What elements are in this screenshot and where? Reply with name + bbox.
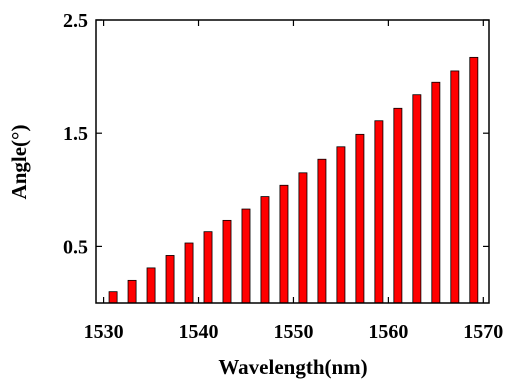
bar: [374, 120, 384, 304]
y-tick-label: 2.5: [63, 10, 88, 32]
bar: [241, 208, 251, 304]
bar: [298, 172, 308, 304]
plot-frame: [95, 19, 490, 304]
bar: [431, 81, 441, 304]
bar: [108, 291, 118, 304]
bar: [393, 107, 403, 304]
y-ticks-group: 0.5 1.5 2.5: [63, 10, 489, 258]
bar: [165, 255, 175, 304]
x-axis-label: Wavelength(nm): [218, 355, 367, 379]
bar: [184, 242, 194, 304]
bars-group: [108, 56, 479, 304]
bar: [317, 158, 327, 304]
bar: [469, 56, 479, 304]
x-ticks-group: 1530 1540 1550 1560 1570: [84, 20, 503, 343]
bar: [260, 196, 270, 304]
bar: [412, 94, 422, 304]
y-tick-label: 1.5: [63, 123, 88, 145]
x-tick-label: 1540: [179, 321, 219, 343]
bar: [336, 146, 346, 304]
x-tick-label: 1550: [273, 321, 313, 343]
bar: [450, 70, 460, 304]
x-tick-label: 1570: [463, 321, 503, 343]
bar: [222, 219, 232, 304]
bar: [355, 133, 365, 304]
y-tick-label: 0.5: [63, 236, 88, 258]
bar: [203, 231, 213, 304]
bar: [146, 267, 156, 304]
y-axis-label: Angle(°): [7, 125, 31, 200]
x-tick-label: 1530: [84, 321, 124, 343]
x-tick-label: 1560: [368, 321, 408, 343]
bar: [279, 184, 289, 304]
bar: [127, 279, 137, 304]
